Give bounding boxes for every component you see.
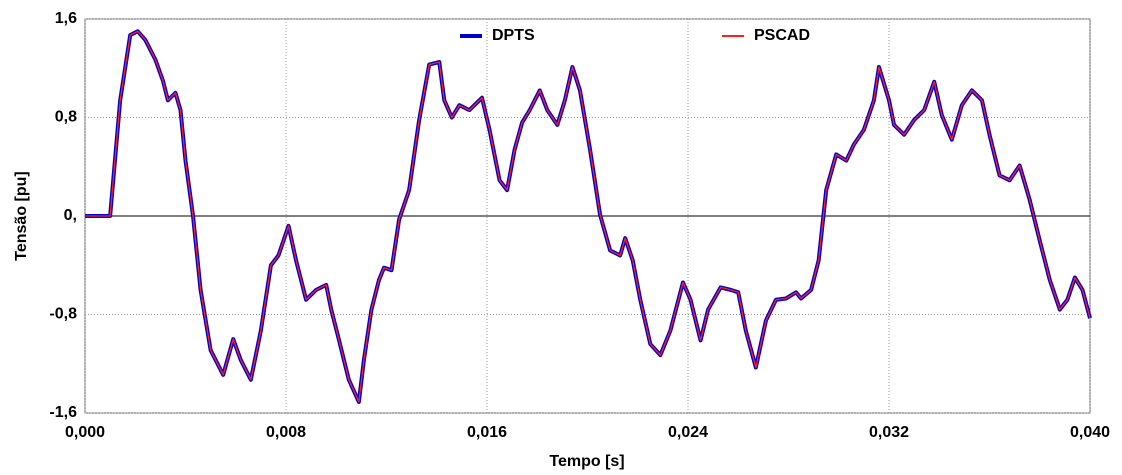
x-tick-label: 0,008 — [266, 424, 306, 441]
x-tick-label: 0,040 — [1070, 424, 1110, 441]
legend-label: DPTS — [492, 27, 535, 44]
y-tick-label: -0,8 — [49, 306, 77, 323]
y-tick-label: -1,6 — [49, 404, 77, 421]
x-tick-label: 0,000 — [65, 424, 105, 441]
y-tick-label: 0, — [64, 207, 77, 224]
y-tick-label: 1,6 — [55, 10, 77, 27]
x-tick-label: 0,032 — [869, 424, 909, 441]
legend-label: PSCAD — [754, 27, 810, 44]
y-tick-label: 0,8 — [55, 109, 77, 126]
x-tick-label: 0,024 — [668, 424, 708, 441]
x-tick-label: 0,016 — [467, 424, 507, 441]
series-line — [85, 30, 1091, 403]
y-axis-label: Tensão [pu] — [13, 171, 30, 260]
x-axis-label: Tempo [s] — [549, 453, 624, 470]
